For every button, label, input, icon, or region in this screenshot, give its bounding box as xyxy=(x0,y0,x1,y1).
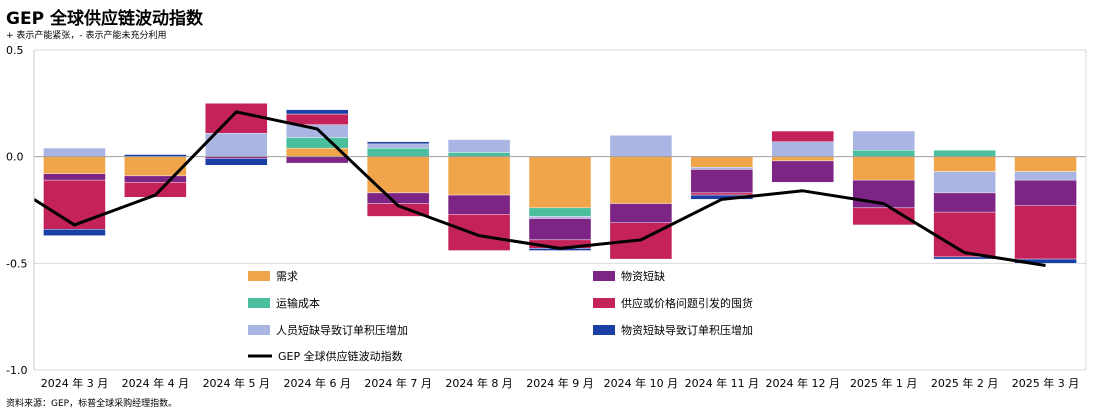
bar-segment xyxy=(366,192,430,204)
x-tick-label: 2024 年 4 月 xyxy=(122,376,189,390)
legend-swatch xyxy=(248,298,270,308)
bar-segment xyxy=(286,156,349,164)
legend-swatch xyxy=(593,271,615,281)
bar-segment xyxy=(366,141,430,145)
bar-segment xyxy=(771,141,834,157)
legend-label: 需求 xyxy=(276,270,298,283)
x-tick-label: 2025 年 2 月 xyxy=(931,376,998,390)
legend-label: 物资短缺 xyxy=(621,269,665,283)
x-tick-label: 2024 年 8 月 xyxy=(445,376,512,390)
x-tick-label: 2024 年 9 月 xyxy=(526,376,593,390)
bar-segment xyxy=(447,214,511,251)
source-note: 资料来源：GEP，标普全球采购经理指数。 xyxy=(6,399,178,409)
bar-segment xyxy=(933,171,996,194)
legend-label: 人员短缺导致订单积压增加 xyxy=(276,323,408,337)
bar-segment xyxy=(447,139,511,153)
x-tick-label: 2025 年 3 月 xyxy=(1012,376,1079,390)
x-tick-label: 2024 年 3 月 xyxy=(41,376,108,390)
legend-swatch xyxy=(593,298,615,308)
bar-segment xyxy=(1014,171,1077,181)
x-tick-label: 2024 年 7 月 xyxy=(364,376,431,390)
bar-segment xyxy=(528,156,592,209)
bar-segment xyxy=(771,130,834,142)
bar-segment xyxy=(609,135,673,157)
bar-segment xyxy=(609,203,673,224)
x-tick-label: 2024 年 10 月 xyxy=(604,376,678,390)
bar-segment xyxy=(528,207,592,217)
x-tick-label: 2025 年 1 月 xyxy=(850,376,917,390)
bar-segment xyxy=(852,130,915,151)
x-tick-label: 2024 年 5 月 xyxy=(203,376,270,390)
bar-segment xyxy=(852,156,915,181)
bar-segment xyxy=(852,150,915,157)
bar-segment xyxy=(1014,179,1077,206)
bar-segment xyxy=(43,147,106,157)
chart-title: GEP 全球供应链波动指数 xyxy=(6,9,203,29)
bar-segment xyxy=(447,156,511,196)
bar-segment xyxy=(366,156,430,194)
bar-segment xyxy=(447,194,511,215)
bar-segment xyxy=(366,147,430,157)
bar-segment xyxy=(205,132,268,157)
chart-subtitle: + 表示产能紧张，- 表示产能未充分利用 xyxy=(6,31,167,41)
x-tick-label: 2024 年 6 月 xyxy=(283,376,350,390)
bar-segment xyxy=(528,216,592,219)
bar-segment xyxy=(366,143,430,149)
bar-segment xyxy=(43,173,106,181)
bar-segment xyxy=(690,167,754,170)
legend-label: 供应或价格问题引发的囤货 xyxy=(621,296,753,310)
legend-swatch xyxy=(593,325,615,335)
legend-swatch xyxy=(248,325,270,335)
bar-segment xyxy=(690,192,754,196)
legend-label: 物资短缺导致订单积压增加 xyxy=(621,323,753,337)
y-tick-label: -0.5 xyxy=(6,257,27,270)
legend-label: 运输成本 xyxy=(276,296,320,310)
legend-swatch xyxy=(248,271,270,281)
bar-segment xyxy=(124,175,187,183)
bar-segment xyxy=(1014,156,1077,172)
legend-label: GEP 全球供应链波动指数 xyxy=(278,349,403,363)
bar-segment xyxy=(528,218,592,241)
y-tick-label: 0.0 xyxy=(6,151,24,164)
bar-segment xyxy=(933,211,996,258)
bar-segment xyxy=(43,179,106,230)
bar-segment xyxy=(690,169,754,194)
bar-segment xyxy=(43,156,106,174)
bar-segment xyxy=(771,160,834,183)
bar-segment xyxy=(286,124,349,138)
bar-segment xyxy=(43,228,106,236)
x-tick-label: 2024 年 12 月 xyxy=(766,376,840,390)
y-tick-label: -1.0 xyxy=(6,364,27,377)
bar-segment xyxy=(205,158,268,166)
bar-segment xyxy=(690,156,754,168)
bar-segment xyxy=(447,152,511,157)
bar-segment xyxy=(609,156,673,204)
bar-segment xyxy=(771,156,834,162)
bar-segment xyxy=(124,182,187,198)
index-line xyxy=(33,110,1046,267)
bar-segment xyxy=(933,150,996,157)
bar-segment xyxy=(852,179,915,209)
bar-segment xyxy=(933,156,996,172)
bar-segment xyxy=(366,203,430,217)
y-tick-label: 0.5 xyxy=(6,44,24,57)
bar-segment xyxy=(286,137,349,149)
bar-segment xyxy=(205,103,268,134)
x-tick-label: 2024 年 11 月 xyxy=(685,376,759,390)
bar-segment xyxy=(286,109,349,115)
bar-segment xyxy=(1014,205,1077,260)
bar-segment xyxy=(933,192,996,213)
